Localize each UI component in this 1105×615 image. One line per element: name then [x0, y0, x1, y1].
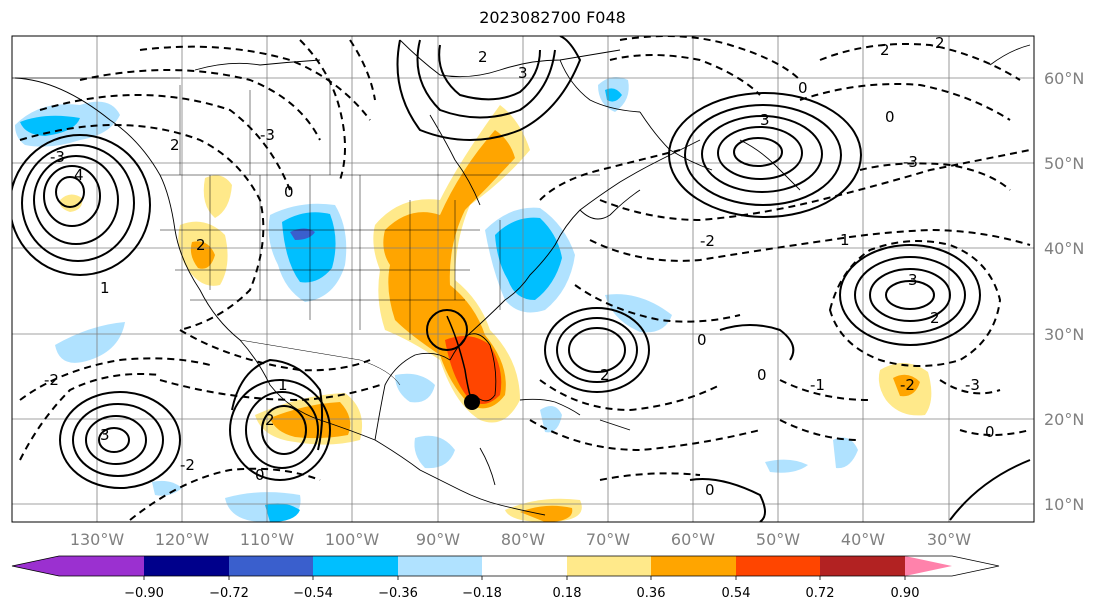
colorbar: −0.90 −0.72 −0.54 −0.36 −0.18 0.18 0.36 … [11, 555, 1000, 601]
contour-label: 0 [255, 466, 265, 484]
map-title: 2023082700 F048 [479, 8, 626, 27]
colorbar-tick-label: −0.36 [378, 586, 418, 601]
contour-label: 0 [697, 331, 707, 349]
colorbar-segment [567, 556, 651, 576]
lat-label-30n: 30°N [1044, 325, 1084, 344]
contour-label: 0 [798, 79, 808, 97]
colorbar-tick-label: −0.90 [124, 586, 164, 601]
lat-label-10n: 10°N [1044, 495, 1084, 514]
contour-label: 0 [757, 366, 767, 384]
contour-label: -3 [50, 148, 65, 166]
contour-label: 0 [985, 423, 995, 441]
lon-label-60w: 60°W [671, 530, 715, 549]
borders [12, 77, 600, 386]
dashed-contours [19, 36, 1031, 521]
contour-label: 3 [760, 111, 770, 129]
colorbar-tick-label: 0.72 [806, 586, 835, 601]
lat-label-50n: 50°N [1044, 154, 1084, 173]
contour-label: 1 [100, 279, 110, 297]
colorbar-segment [651, 556, 736, 576]
colorbar-extend-low [12, 556, 59, 576]
map-frame [11, 35, 1035, 523]
colorbar-tick-label: −0.72 [209, 586, 249, 601]
contour-label: 2 [600, 366, 610, 384]
colorbar-segment [229, 556, 313, 576]
latitude-labels: 60°N 50°N 40°N 30°N 20°N 10°N [1044, 69, 1084, 514]
contour-label: 2 [170, 136, 180, 154]
lon-label-90w: 90°W [416, 530, 460, 549]
graticule [12, 36, 1034, 522]
coastlines [14, 39, 1031, 516]
colorbar-tick-label: 0.90 [891, 586, 920, 601]
contour-label: -3 [260, 126, 275, 144]
contour-label: -2 [900, 376, 915, 394]
lon-label-100w: 100°W [325, 530, 380, 549]
contour-label: 1 [278, 376, 288, 394]
colorbar-tick-label: 0.18 [553, 586, 582, 601]
contour-label: 2 [478, 48, 488, 66]
contour-label: 2 [265, 411, 275, 429]
colorbar-tick-label: −0.18 [462, 586, 502, 601]
contour-label: -1 [810, 376, 825, 394]
lat-label-20n: 20°N [1044, 410, 1084, 429]
contour-label: 0 [284, 183, 294, 201]
colorbar-segment [59, 556, 144, 576]
lat-label-60n: 60°N [1044, 69, 1084, 88]
contour-label: 2 [930, 309, 940, 327]
contour-label: 3 [908, 271, 918, 289]
contour-label: 0 [705, 481, 715, 499]
contour-label: -2 [700, 232, 715, 250]
contour-label: 3 [518, 64, 528, 82]
lat-label-40n: 40°N [1044, 239, 1084, 258]
lon-label-110w: 110°W [240, 530, 295, 549]
colorbar-segment [736, 556, 820, 576]
lon-label-40w: 40°W [841, 530, 885, 549]
longitude-labels: 130°W 120°W 110°W 100°W 90°W 80°W 70°W 6… [70, 530, 971, 549]
contour-label: 2 [196, 236, 206, 254]
colorbar-tick-label: −0.54 [293, 586, 333, 601]
lon-label-50w: 50°W [756, 530, 800, 549]
storm-track-line [446, 315, 473, 403]
contour-label: 1 [840, 231, 850, 249]
lon-label-80w: 80°W [501, 530, 545, 549]
contour-label: 3 [100, 426, 110, 444]
contour-label: -2 [44, 371, 59, 389]
colorbar-segment [820, 556, 905, 576]
solid-contours [12, 36, 1031, 522]
contour-label: -3 [903, 153, 918, 171]
colorbar-extend-high [905, 556, 952, 576]
contour-label: 2 [935, 34, 945, 52]
lon-label-30w: 30°W [927, 530, 971, 549]
colorbar-segment [313, 556, 398, 576]
contour-label: 0 [885, 108, 895, 126]
colorbar-tick-label: 0.36 [637, 586, 666, 601]
lon-label-120w: 120°W [155, 530, 210, 549]
contour-label: -2 [180, 456, 195, 474]
contour-label: -3 [965, 376, 980, 394]
colorbar-segment [482, 556, 567, 576]
contour-label: 4 [74, 166, 84, 184]
lon-label-70w: 70°W [586, 530, 630, 549]
colorbar-segment [144, 556, 229, 576]
lon-label-130w: 130°W [70, 530, 125, 549]
contour-label: 2 [880, 41, 890, 59]
colorbar-tick-label: 0.54 [722, 586, 751, 601]
contour-labels: -3 4 2 1 0 -3 2 -2 3 -2 1 2 0 3 2 3 0 2 … [44, 34, 995, 499]
colorbar-segment [398, 556, 482, 576]
